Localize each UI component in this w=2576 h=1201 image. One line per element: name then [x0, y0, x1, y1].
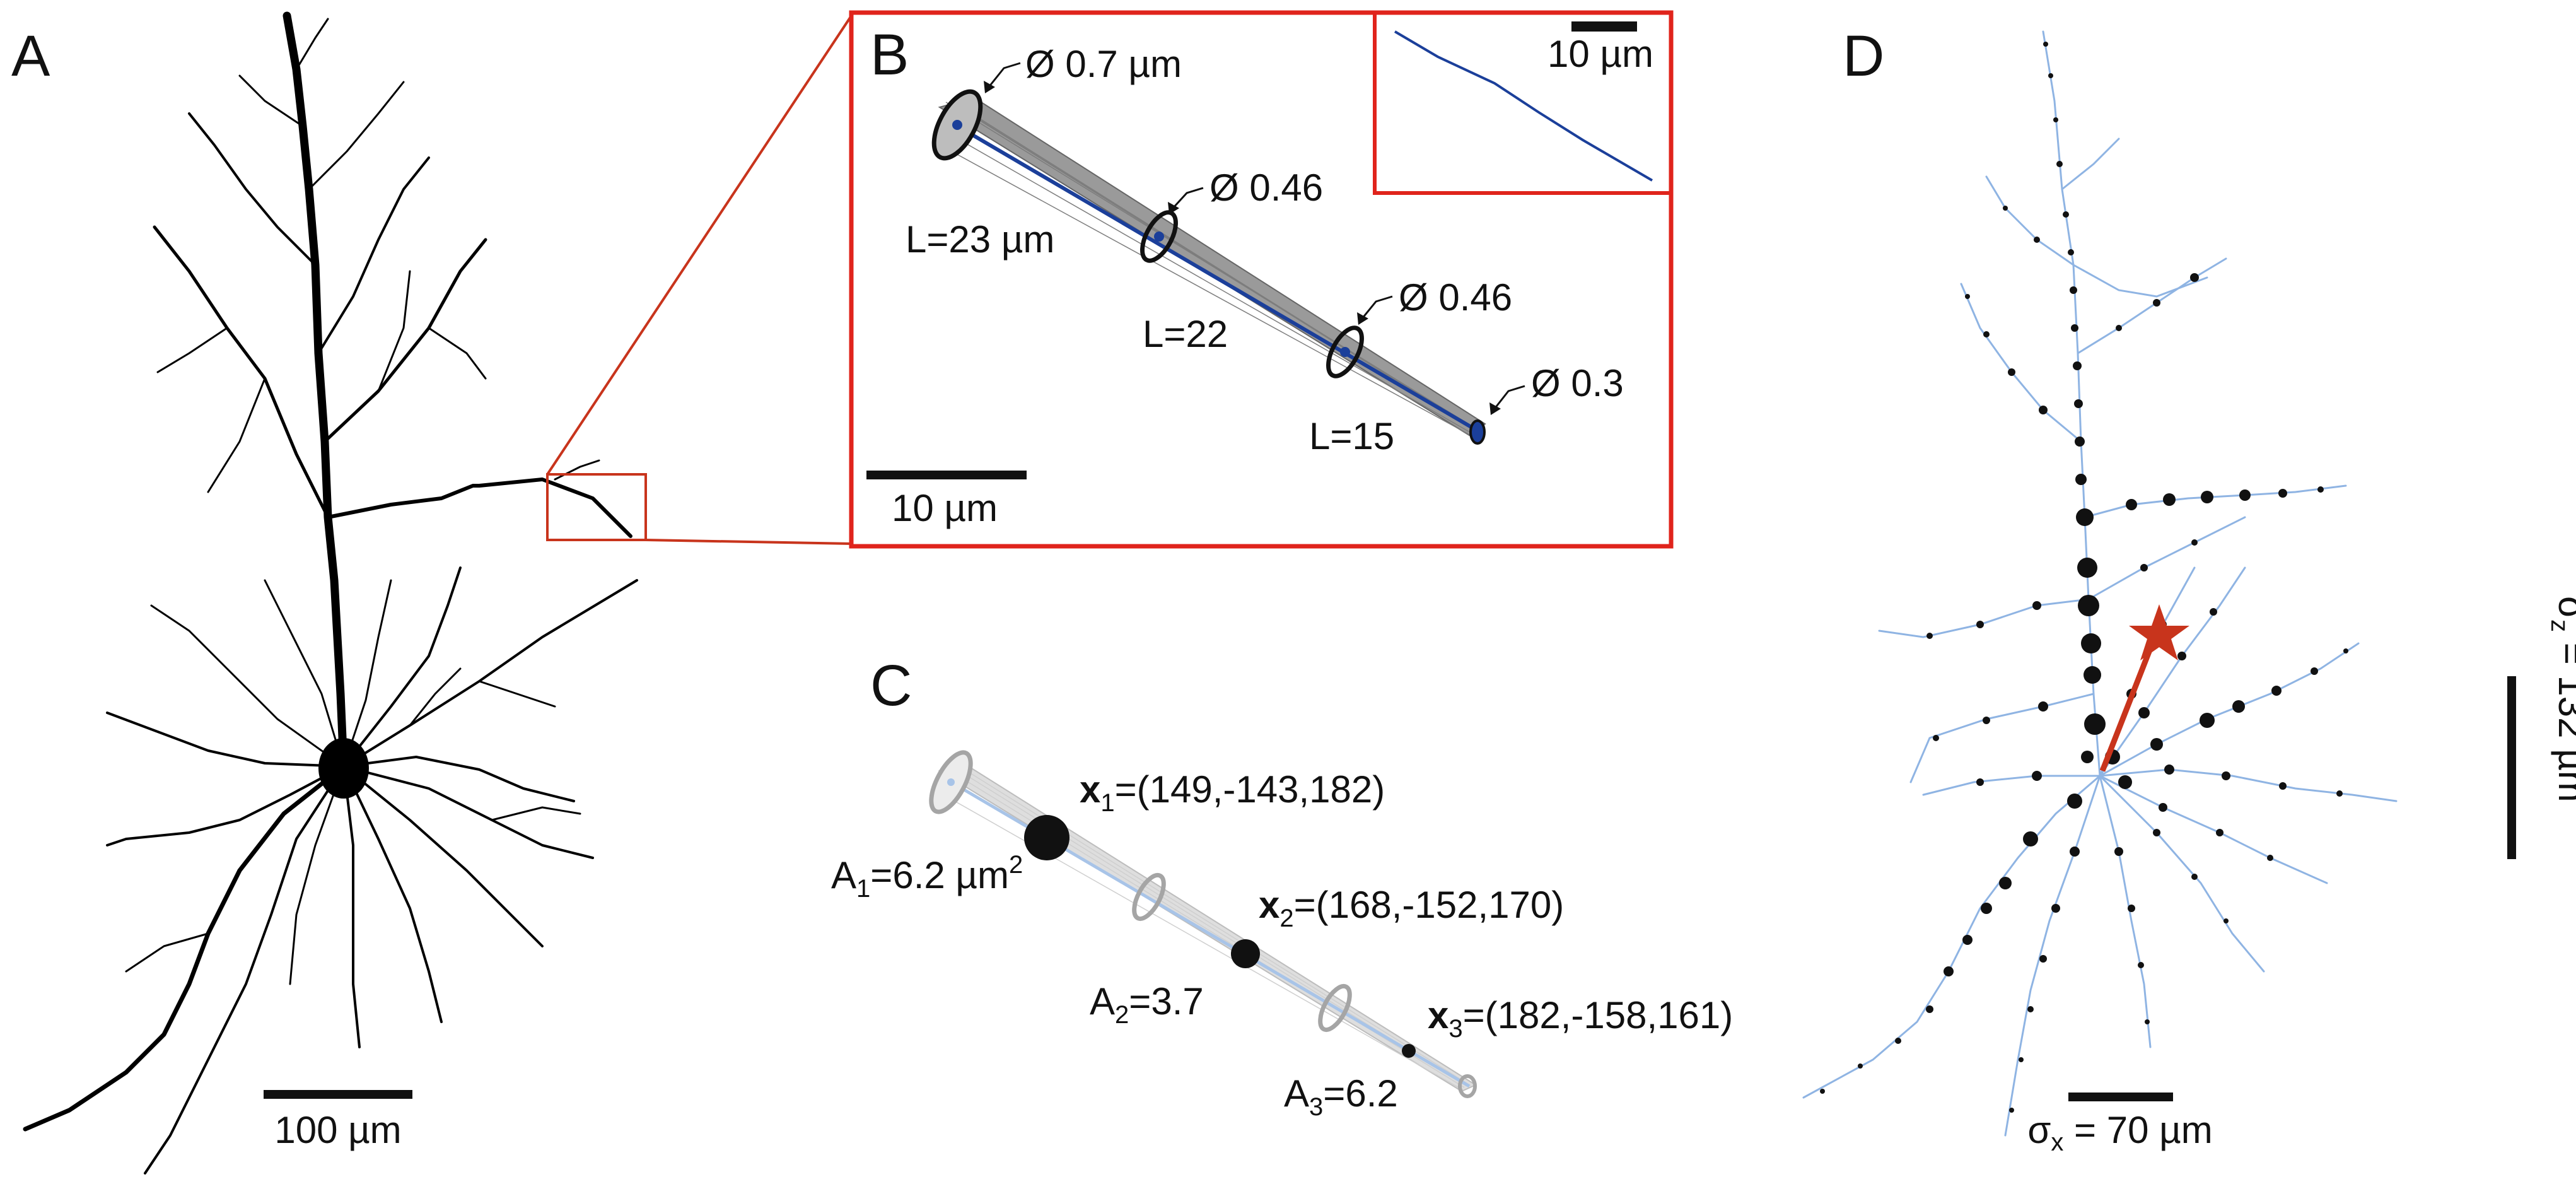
diameter-label-4: Ø 0.3 [1531, 362, 1624, 404]
diameter-label-2: Ø 0.46 [1209, 167, 1323, 209]
sigma-x-label: σx = 70 µm [2027, 1109, 2212, 1156]
point-label-1: x1=(149,-143,182) [1080, 768, 1385, 817]
cone-c [929, 750, 1477, 1098]
point-label-3: x3=(182,-158,161) [1428, 994, 1733, 1043]
area-label-1: A1=6.2 µm2 [831, 851, 1023, 903]
centroid-arrow [2099, 647, 2153, 772]
centroid-star-icon [2129, 604, 2189, 660]
length-label-1: L=23 µm [906, 218, 1054, 261]
neuron-morphology [23, 11, 638, 1175]
sigma-z-label: σz = 132 µm [2546, 596, 2576, 802]
inset-scale-bar [1571, 21, 1637, 32]
zoom-connector-top [546, 13, 854, 476]
compartment-cone [931, 89, 1486, 445]
scale-bar-b-label: 10 µm [892, 487, 998, 529]
area-label-2: A2=3.7 [1090, 980, 1204, 1029]
panel-d: D [1802, 24, 2576, 1156]
dendrite-traces [1802, 30, 2398, 1137]
panel-b: B 10 µm [849, 10, 1674, 549]
centroid-dot-3 [1402, 1044, 1416, 1058]
scale-bar-a-label: 100 µm [274, 1109, 401, 1151]
diameter-leaders [988, 62, 1525, 409]
centroid-dot-2 [1231, 939, 1260, 968]
panel-b-frame [849, 10, 1674, 549]
inset-frame [1373, 11, 1673, 195]
sigma-z-bar [2507, 676, 2516, 859]
point-label-2: x2=(168,-152,170) [1259, 884, 1564, 932]
length-label-3: L=15 [1309, 415, 1394, 457]
diameter-label-3: Ø 0.46 [1399, 276, 1512, 319]
scale-bar-b [866, 471, 1027, 479]
zoom-region-box [546, 473, 647, 541]
inset-scale-bar-label: 10 µm [1547, 33, 1653, 75]
panel-d-letter: D [1843, 24, 1884, 88]
centroid-dot-1 [1024, 815, 1069, 860]
diameter-arrowheads [984, 81, 1501, 415]
sigma-x-bar [2068, 1093, 2173, 1101]
panel-b-letter: B [870, 23, 909, 87]
panel-c-letter: C [870, 653, 912, 718]
area-label-3: A3=6.2 [1284, 1072, 1398, 1121]
inset-dendrite [1394, 30, 1653, 182]
point-cloud [1820, 42, 2348, 1113]
length-label-2: L=22 [1143, 313, 1228, 355]
scale-bar-a [264, 1090, 412, 1099]
panel-a: A [11, 11, 647, 1175]
panel-a-letter: A [11, 24, 50, 88]
diameter-label-1: Ø 0.7 µm [1025, 43, 1182, 85]
zoom-connector-bottom [645, 539, 853, 545]
panel-c: C x1=(149,-143,182) x2=(168,-152,170) x3… [831, 653, 1733, 1121]
